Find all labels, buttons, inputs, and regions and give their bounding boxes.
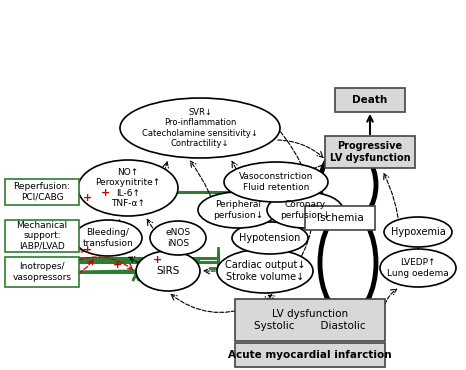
Text: Ischemia: Ischemia	[316, 213, 363, 223]
FancyBboxPatch shape	[305, 206, 375, 230]
Text: Hypoxemia: Hypoxemia	[391, 227, 445, 237]
Ellipse shape	[120, 98, 280, 158]
Text: LV dysfunction
Systolic        Diastolic: LV dysfunction Systolic Diastolic	[254, 309, 366, 331]
FancyBboxPatch shape	[5, 257, 79, 287]
Text: SVR↓
Pro-inflammation
Catecholamine sensitivity↓
Contractility↓: SVR↓ Pro-inflammation Catecholamine sens…	[142, 108, 258, 148]
Ellipse shape	[198, 192, 278, 228]
FancyBboxPatch shape	[325, 136, 415, 168]
FancyBboxPatch shape	[235, 343, 385, 367]
FancyBboxPatch shape	[5, 179, 79, 205]
Text: Inotropes/
vasopressors: Inotropes/ vasopressors	[13, 262, 71, 282]
Ellipse shape	[267, 192, 343, 228]
Text: NO↑
Peroxynitrite↑
IL-6↑
TNF-α↑: NO↑ Peroxynitrite↑ IL-6↑ TNF-α↑	[96, 168, 161, 208]
Text: eNOS
iNOS: eNOS iNOS	[165, 228, 191, 248]
Ellipse shape	[384, 217, 452, 247]
Text: +: +	[113, 260, 123, 270]
Text: +: +	[100, 188, 110, 198]
Text: Bleeding/
transfusion: Bleeding/ transfusion	[82, 228, 133, 248]
Ellipse shape	[217, 249, 313, 293]
Ellipse shape	[224, 162, 328, 202]
Text: LVEDP↑
Lung oedema: LVEDP↑ Lung oedema	[387, 258, 449, 278]
Text: Peripheral
perfusion↓: Peripheral perfusion↓	[213, 200, 263, 220]
Text: Death: Death	[352, 95, 388, 105]
Text: Cardiac output↓
Stroke volume↓: Cardiac output↓ Stroke volume↓	[225, 260, 305, 282]
Text: Vasoconstriction
Fluid retention: Vasoconstriction Fluid retention	[239, 172, 313, 192]
Text: Mechanical
support:
IABP/LVAD: Mechanical support: IABP/LVAD	[16, 221, 68, 251]
FancyBboxPatch shape	[235, 299, 385, 341]
Ellipse shape	[320, 211, 376, 315]
Ellipse shape	[136, 251, 200, 291]
Ellipse shape	[78, 160, 178, 216]
Ellipse shape	[320, 147, 376, 223]
Text: Coronary
perfusion↓: Coronary perfusion↓	[280, 200, 330, 220]
Text: Progressive
LV dysfunction: Progressive LV dysfunction	[329, 141, 410, 163]
FancyBboxPatch shape	[5, 220, 79, 252]
Text: Hypotension: Hypotension	[240, 233, 301, 243]
Ellipse shape	[150, 221, 206, 255]
Text: +: +	[153, 255, 163, 265]
Text: +: +	[83, 245, 93, 255]
Text: Reperfusion:
PCI/CABG: Reperfusion: PCI/CABG	[14, 182, 70, 202]
Ellipse shape	[232, 222, 308, 254]
Text: +: +	[83, 193, 93, 203]
Ellipse shape	[74, 220, 142, 256]
Ellipse shape	[380, 249, 456, 287]
Text: Acute myocardial infarction: Acute myocardial infarction	[228, 350, 392, 360]
Text: SIRS: SIRS	[156, 266, 180, 276]
FancyBboxPatch shape	[335, 88, 405, 112]
